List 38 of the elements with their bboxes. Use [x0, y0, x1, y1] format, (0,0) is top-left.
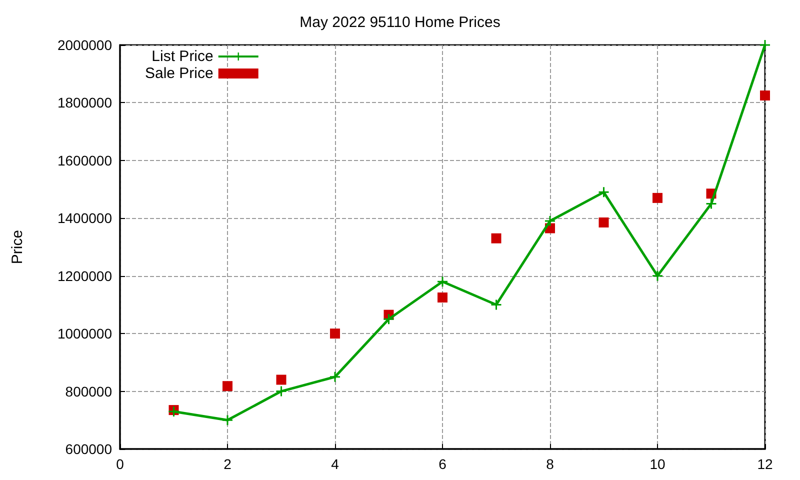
point [706, 198, 716, 209]
point [491, 300, 502, 310]
point [598, 217, 609, 228]
point [491, 233, 502, 244]
x-tick-label: 8 [546, 456, 554, 472]
x-tick-label: 12 [757, 456, 773, 472]
point [652, 270, 662, 281]
point [222, 415, 232, 426]
point [598, 187, 609, 198]
y-tick-label: 1200000 [57, 268, 112, 284]
y-tick-label: 2000000 [57, 37, 112, 53]
point [276, 386, 286, 396]
y-tick-label: 1800000 [57, 94, 112, 111]
x-tick-label: 2 [224, 456, 232, 472]
point [384, 314, 394, 324]
x-tick-label: 10 [650, 456, 666, 472]
x-tick-label: 6 [438, 456, 447, 472]
y-tick-label: 600000 [65, 441, 112, 457]
y-tick-label: 1000000 [57, 326, 112, 342]
x-tick-label: 0 [116, 456, 124, 472]
y-axis-title: Price [9, 230, 26, 264]
y-tick-label: 1600000 [57, 152, 112, 168]
point [276, 374, 286, 385]
point [438, 292, 448, 302]
chart-title: May 2022 95110 Home Prices [300, 14, 500, 31]
y-tick-label: 1400000 [57, 210, 112, 226]
y-tick-label: 800000 [65, 383, 112, 400]
point [760, 90, 770, 100]
x-tick-label: 4 [331, 456, 340, 472]
point [330, 328, 340, 339]
point [438, 276, 448, 287]
point [760, 40, 770, 50]
point [222, 381, 232, 392]
legend-label: List Price [152, 48, 214, 65]
point [652, 192, 662, 203]
point [545, 216, 555, 226]
legend-label: Sale Price [144, 65, 214, 82]
point [330, 372, 340, 382]
